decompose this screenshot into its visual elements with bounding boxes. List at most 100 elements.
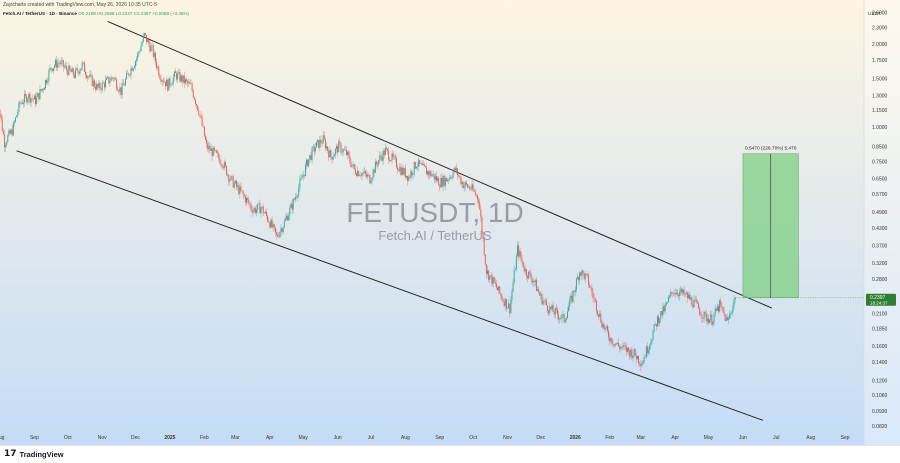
candle-body-2024-11-10 <box>111 77 113 79</box>
candle-body-2025-04-16 <box>286 216 287 219</box>
candle-body-2025-01-25 <box>196 103 198 106</box>
candle-body-2025-05-05 <box>307 159 309 167</box>
candle-body-2025-01-04 <box>172 76 174 84</box>
x-tick-label: Feb <box>200 435 209 441</box>
candle-body-2026-02-13 <box>622 344 624 348</box>
candle-body-2025-03-09 <box>243 194 245 197</box>
candle-body-2025-11-22 <box>530 272 532 278</box>
candle-body-2025-08-31 <box>438 178 440 186</box>
candle-body-2025-05-25 <box>329 150 331 158</box>
candle-body-2026-03-27 <box>669 295 671 298</box>
candle-body-2025-04-14 <box>283 220 285 228</box>
candle-body-2025-07-25 <box>397 167 399 170</box>
tradingview-logo[interactable]: 17 TradingView <box>4 449 64 459</box>
candle-body-2026-03-14 <box>654 323 656 325</box>
candle-body-2026-01-22 <box>598 314 600 317</box>
candle-body-2024-12-29 <box>166 79 168 87</box>
candle-body-2024-08-05 <box>3 134 5 148</box>
candle-body-2025-08-22 <box>428 171 430 176</box>
candle-body-2024-09-24 <box>59 62 61 65</box>
candle-body-2025-08-03 <box>407 175 409 181</box>
candle-body-2025-12-20 <box>561 314 563 319</box>
candle-body-2025-12-25 <box>567 311 568 318</box>
candle-body-2026-02-28 <box>639 362 641 364</box>
candle-body-2025-01-31 <box>202 125 204 127</box>
candle-body-2025-02-27 <box>232 176 234 188</box>
candle-body-2025-11-16 <box>523 267 525 272</box>
candle-body-2024-10-26 <box>95 86 96 90</box>
candle-body-2025-11-02 <box>508 303 510 308</box>
candle-body-2024-10-29 <box>98 82 100 88</box>
candle-body-2025-07-09 <box>379 155 381 161</box>
candle-body-2024-10-01 <box>67 70 69 76</box>
candle-body-2025-10-04 <box>475 194 477 196</box>
candle-body-2025-11-03 <box>509 303 511 314</box>
candle-body-2024-08-12 <box>11 129 13 136</box>
x-tick-label: Apr <box>671 435 679 441</box>
candle-body-2025-06-15 <box>352 163 354 166</box>
candle-body-2025-07-19 <box>390 160 392 162</box>
candle-body-2024-08-17 <box>17 112 19 116</box>
candle-body-2026-02-07 <box>615 343 617 345</box>
candle-body-2025-12-16 <box>557 309 558 315</box>
candle-body-2025-11-20 <box>528 271 530 279</box>
candle-body-2026-01-25 <box>601 322 603 328</box>
candle-body-2025-12-04 <box>543 300 545 302</box>
candle-body-2025-12-07 <box>547 305 548 312</box>
candle-body-2025-01-22 <box>192 90 194 98</box>
candle-body-2026-01-08 <box>582 270 584 273</box>
candle-body-2026-01-26 <box>602 324 604 328</box>
candle-body-2026-03-02 <box>641 364 643 366</box>
candle-body-2025-09-02 <box>440 177 442 188</box>
candle-body-2026-03-05 <box>644 357 646 358</box>
candle-body-2025-04-17 <box>287 216 289 221</box>
candle-body-2025-09-04 <box>442 176 444 187</box>
candle-body-2025-07-22 <box>393 156 395 158</box>
candle-body-2024-08-21 <box>21 102 23 105</box>
candle-body-2026-01-29 <box>605 326 607 328</box>
candle-body-2025-04-25 <box>296 197 297 198</box>
candle-body-2025-03-26 <box>262 206 264 214</box>
candle-body-2026-05-21 <box>730 313 732 315</box>
candle-body-2024-09-06 <box>39 89 41 100</box>
candle-body-2026-03-15 <box>655 323 657 327</box>
candle-body-2026-05-23 <box>732 305 734 313</box>
candle-body-2025-03-08 <box>242 191 244 195</box>
y-tick-label: 2.3000 <box>872 25 888 31</box>
price-scale-background <box>864 0 900 445</box>
candle-body-2026-04-22 <box>698 302 699 309</box>
candle-body-2025-05-11 <box>313 146 315 152</box>
watermark-name: Fetch.AI / TetherUS <box>378 228 492 243</box>
candle-body-2025-09-29 <box>470 188 472 190</box>
y-tick-label: 0.4900 <box>872 210 888 216</box>
candle-body-2025-02-13 <box>217 152 219 154</box>
candle-body-2025-01-14 <box>183 75 185 84</box>
candle-body-2026-02-25 <box>635 355 637 360</box>
candle-body-2025-02-02 <box>204 136 206 140</box>
x-tick-label: Aug <box>0 435 5 441</box>
candle-body-2025-06-07 <box>343 149 345 150</box>
candle-body-2025-10-01 <box>472 184 474 191</box>
candle-body-2025-09-28 <box>469 186 471 189</box>
candle-body-2025-06-24 <box>362 172 364 174</box>
candle-body-2025-08-14 <box>419 159 421 164</box>
candle-body-2026-02-11 <box>620 347 622 349</box>
candle-body-2025-02-15 <box>219 158 221 164</box>
candle-body-2026-01-13 <box>588 274 590 285</box>
candle-body-2025-11-10 <box>517 245 518 256</box>
candle-body-2024-09-02 <box>35 95 36 105</box>
candle-body-2025-01-21 <box>191 83 193 91</box>
candle-body-2025-08-06 <box>410 171 412 178</box>
candle-body-2024-10-05 <box>71 68 73 73</box>
candle-body-2026-05-13 <box>721 305 723 308</box>
candle-body-2025-11-19 <box>527 276 528 279</box>
candle-body-2025-04-09 <box>278 236 280 237</box>
candle-body-2024-09-09 <box>42 88 44 90</box>
candle-body-2024-11-26 <box>129 75 131 76</box>
y-tick-label: 0.2100 <box>872 311 888 317</box>
candle-body-2025-01-23 <box>193 97 195 100</box>
y-tick-label: 0.2800 <box>872 277 888 283</box>
candle-body-2025-03-12 <box>247 197 249 200</box>
